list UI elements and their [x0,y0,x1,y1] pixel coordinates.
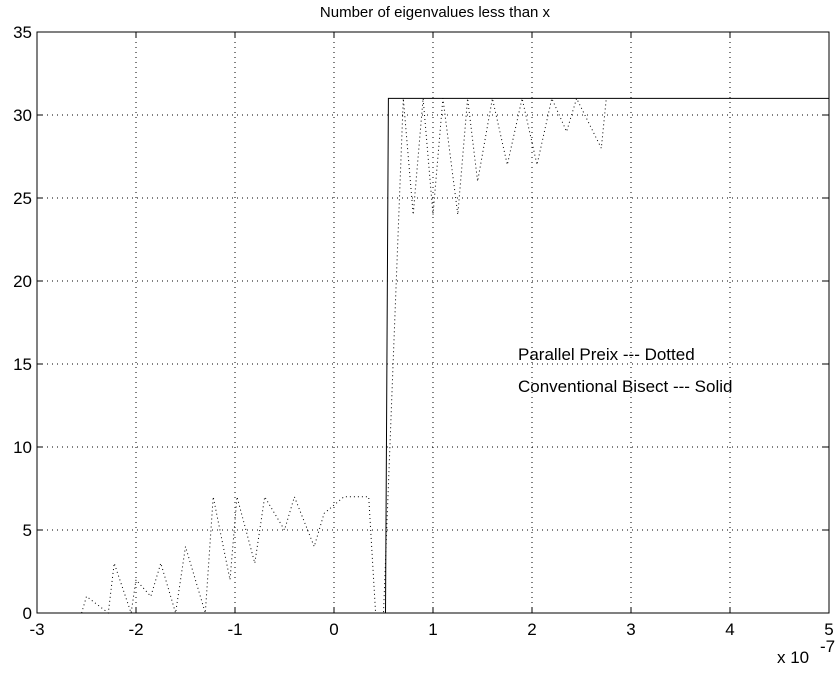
x-scale-exponent: -7 [820,637,835,656]
y-tick-label: 15 [13,355,32,374]
y-tick-label: 25 [13,189,32,208]
x-tick-label: 3 [626,620,635,639]
y-tick-label: 0 [23,604,32,623]
x-tick-label: 0 [329,620,338,639]
x-tick-label: 4 [725,620,734,639]
x-tick-label: 1 [428,620,437,639]
y-tick-label: 35 [13,23,32,42]
grid-lines [37,32,829,613]
x-axis-scale-factor: x 10 -7 [777,637,835,667]
legend-annotation-solid: Conventional Bisect --- Solid [518,377,732,396]
y-tick-label: 20 [13,272,32,291]
x-scale-base: x 10 [777,648,809,667]
y-tick-label: 30 [13,106,32,125]
legend-annotation-dotted: Parallel Preix --- Dotted [518,345,695,364]
y-tick-label: 10 [13,438,32,457]
x-tick-label: -2 [128,620,143,639]
series-dotted-line [81,96,607,614]
x-tick-label: 2 [527,620,536,639]
x-tick-label: 5 [824,620,833,639]
axis-ticks: -3 -2 -1 0 1 2 3 4 5 0 5 10 15 20 25 30 35 [13,23,834,639]
y-tick-label: 5 [23,521,32,540]
x-tick-label: -3 [29,620,44,639]
chart-title: Number of eigenvalues less than x [320,4,551,21]
x-tick-label: -1 [227,620,242,639]
